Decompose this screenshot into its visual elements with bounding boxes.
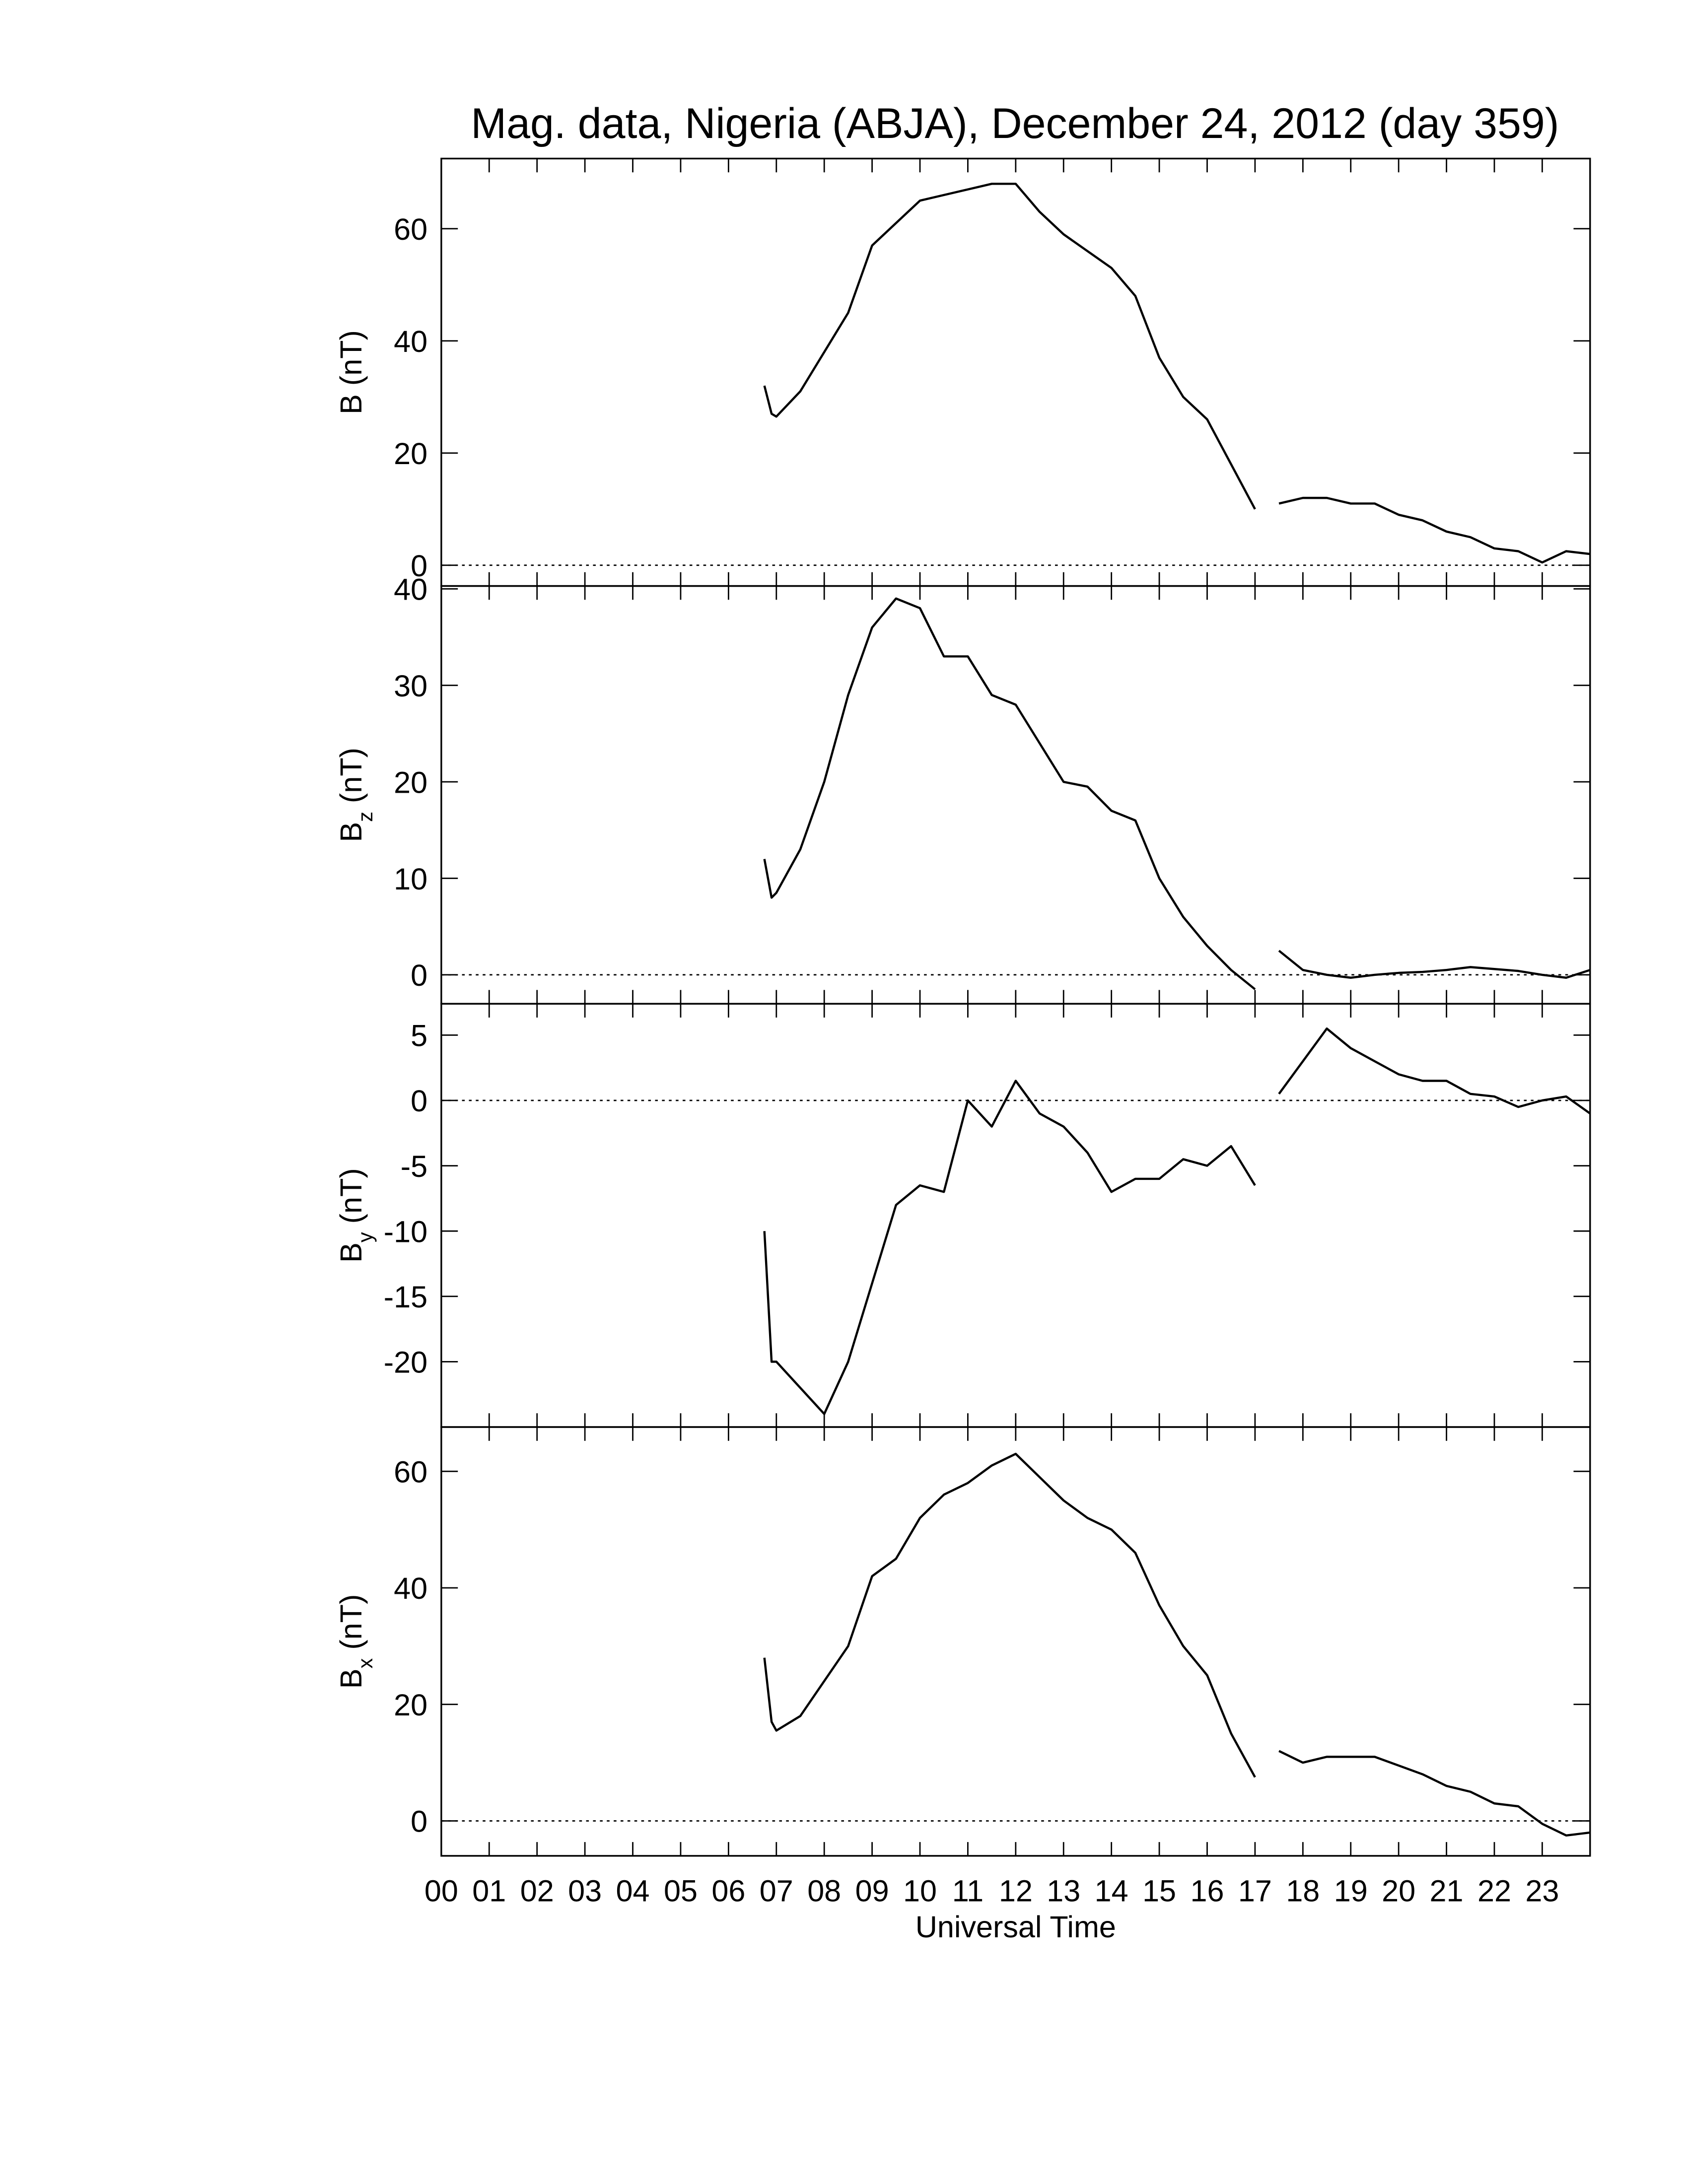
y-tick-label: 20 (394, 437, 427, 471)
data-line (763, 183, 1591, 564)
y-axis-label-part: x (353, 1658, 377, 1668)
x-tick-label: 12 (999, 1874, 1033, 1908)
y-tick-label: 0 (411, 549, 427, 583)
y-tick-label: 60 (394, 212, 427, 246)
x-tick-label: 23 (1525, 1874, 1559, 1908)
x-tick-label: 21 (1430, 1874, 1464, 1908)
y-tick-label: 0 (411, 958, 427, 992)
y-axis-label-part: z (353, 812, 377, 822)
y-axis-label-part: B (334, 1242, 368, 1263)
x-tick-label: 06 (711, 1874, 745, 1908)
y-axis-label: By (nT) (334, 1168, 377, 1263)
y-axis-label-part: (nT) (334, 1168, 368, 1232)
y-axis-label-part: B (334, 1668, 368, 1689)
y-axis-label-part: B (334, 822, 368, 842)
x-axis-label: Universal Time (915, 1910, 1116, 1944)
data-line (763, 1452, 1591, 1837)
x-tick-label: 01 (472, 1874, 506, 1908)
x-tick-label: 07 (760, 1874, 793, 1908)
y-tick-label: 40 (394, 1571, 427, 1605)
y-tick-label: 0 (411, 1084, 427, 1118)
x-tick-label: 03 (568, 1874, 602, 1908)
x-tick-label: 02 (520, 1874, 554, 1908)
x-tick-label: 17 (1238, 1874, 1272, 1908)
y-axis-label-part: B (nT) (334, 330, 368, 414)
chart-title: Mag. data, Nigeria (ABJA), December 24, … (471, 100, 1559, 147)
y-tick-label: 30 (394, 669, 427, 703)
x-tick-label: 10 (903, 1874, 937, 1908)
y-tick-label: -15 (384, 1280, 427, 1314)
y-axis-label: Bz (nT) (334, 748, 377, 842)
x-tick-label: 22 (1477, 1874, 1511, 1908)
y-tick-label: 60 (394, 1455, 427, 1489)
x-tick-label: 04 (616, 1874, 650, 1908)
y-tick-label: -10 (384, 1215, 427, 1248)
x-tick-label: 14 (1095, 1874, 1128, 1908)
y-tick-label: -5 (401, 1150, 427, 1183)
x-tick-label: 13 (1047, 1874, 1080, 1908)
x-tick-label: 08 (807, 1874, 841, 1908)
y-axis-label-part: y (353, 1232, 377, 1242)
y-axis-label: B (nT) (334, 330, 368, 414)
y-tick-label: 0 (411, 1805, 427, 1839)
x-tick-label: 05 (664, 1874, 698, 1908)
y-tick-label: 20 (394, 765, 427, 799)
x-tick-label: 19 (1334, 1874, 1368, 1908)
y-axis-label-part: (nT) (334, 748, 368, 812)
x-tick-label: 16 (1190, 1874, 1224, 1908)
y-axis-label: Bx (nT) (334, 1594, 377, 1689)
y-tick-label: 20 (394, 1688, 427, 1722)
data-line (763, 597, 1591, 990)
x-tick-label: 15 (1142, 1874, 1176, 1908)
y-tick-label: 10 (394, 862, 427, 896)
x-tick-label: 11 (952, 1874, 984, 1908)
x-tick-label: 00 (424, 1874, 458, 1908)
y-axis-label-part: (nT) (334, 1594, 368, 1658)
y-tick-label: 5 (411, 1019, 427, 1053)
data-line (763, 1027, 1591, 1415)
y-tick-label: -20 (384, 1346, 427, 1379)
x-tick-label: 20 (1382, 1874, 1415, 1908)
x-tick-label: 09 (855, 1874, 889, 1908)
x-tick-label: 18 (1286, 1874, 1320, 1908)
y-tick-label: 40 (394, 573, 427, 607)
y-tick-label: 40 (394, 325, 427, 358)
